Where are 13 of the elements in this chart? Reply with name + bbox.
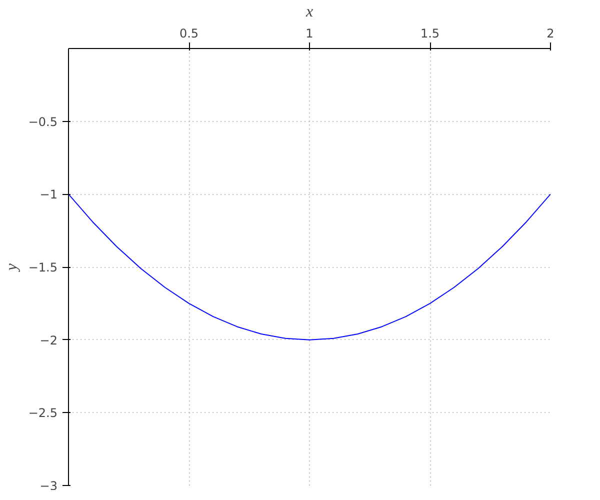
x-tick-label: 1 [306, 26, 314, 40]
y-tick-label: −1.5 [28, 260, 58, 274]
x-tick-label: 2 [546, 26, 554, 40]
y-tick-label: −1 [40, 188, 58, 202]
x-tick-label: 1.5 [420, 26, 440, 40]
x-tick-label: 0.5 [179, 26, 199, 40]
y-tick-label: −2 [40, 333, 58, 348]
y-tick-label: −3 [40, 479, 58, 493]
line-series [68, 194, 550, 340]
y-tick-label: −2.5 [28, 406, 58, 420]
y-tick-label: −0.5 [28, 114, 58, 129]
x-axis-title: x [304, 4, 314, 20]
y-axis-title: y [3, 262, 20, 273]
